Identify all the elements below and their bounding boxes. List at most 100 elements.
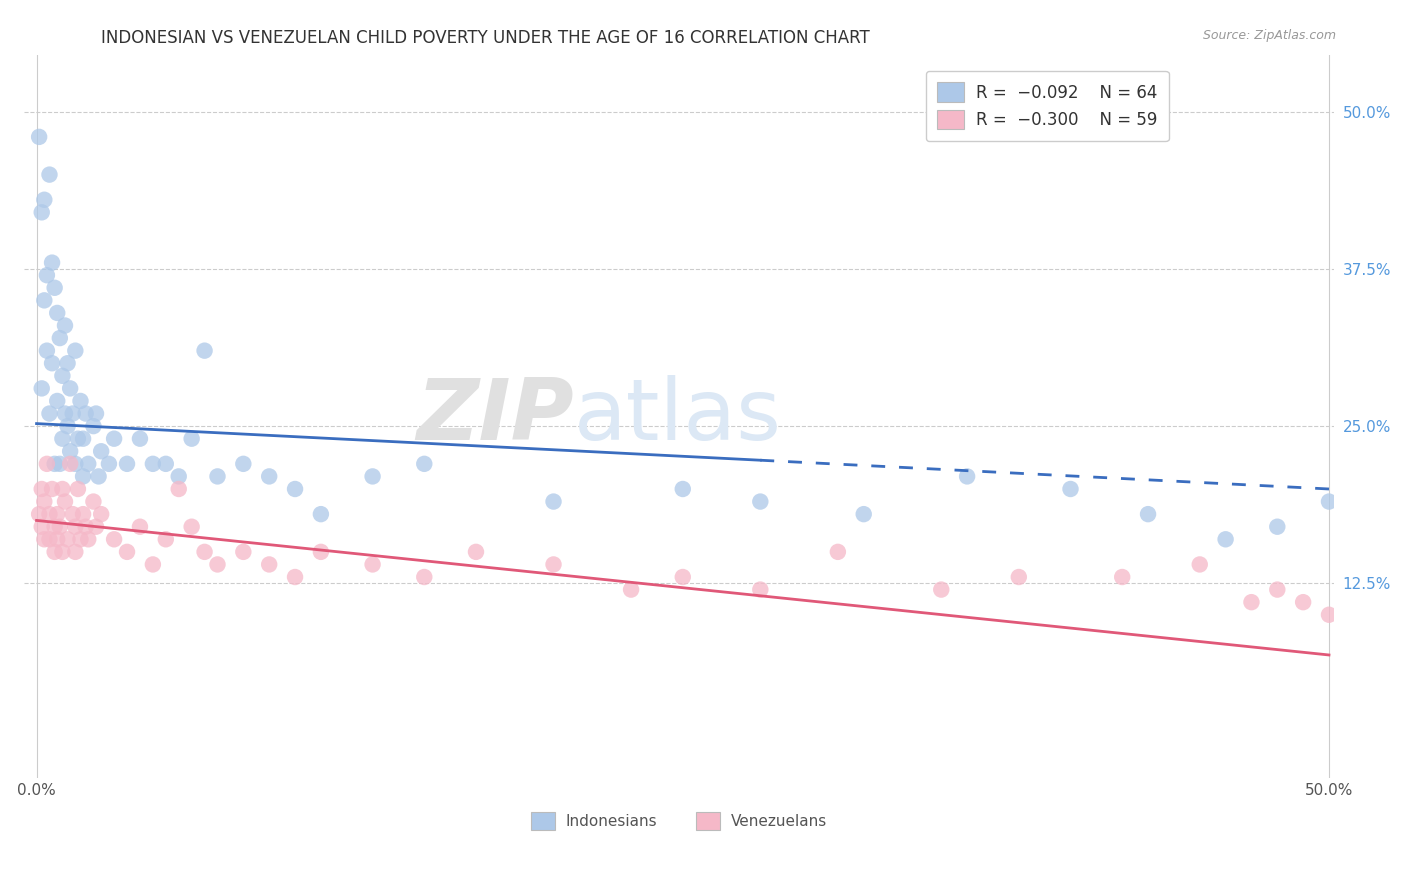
Point (51, 482, 73, 496)
Point (66, 482, 89, 496)
Point (167, 469, 190, 483)
Point (956, 469, 979, 483)
Point (41, 482, 63, 496)
Point (49, 331, 72, 345)
Point (87, 469, 110, 483)
Point (361, 469, 384, 483)
Point (142, 558, 165, 572)
Point (72, 432, 94, 446)
Point (62, 407, 84, 421)
Point (193, 545, 215, 559)
Point (543, 494, 565, 508)
Point (49, 519, 72, 533)
Point (53, 318, 76, 333)
Point (34, 494, 56, 508)
Point (44, 281, 66, 295)
Point (284, 482, 307, 496)
Point (72, 469, 94, 483)
Point (44, 519, 66, 533)
Point (41, 255, 63, 269)
Point (31, 519, 53, 533)
Point (672, 570, 695, 584)
Point (59, 457, 82, 471)
Point (44, 457, 66, 471)
Point (309, 545, 332, 559)
Point (1265, 519, 1288, 533)
Point (65, 519, 87, 533)
Point (1008, 570, 1031, 584)
Point (62, 507, 84, 521)
Point (155, 533, 177, 547)
Point (56, 533, 79, 547)
Point (59, 444, 82, 458)
Point (38, 507, 60, 521)
Point (46, 533, 69, 547)
Point (284, 570, 307, 584)
Point (1292, 595, 1315, 609)
Point (232, 545, 254, 559)
Point (1188, 558, 1211, 572)
Point (34, 293, 56, 308)
Point (34, 533, 56, 547)
Point (38, 533, 60, 547)
Point (66, 432, 89, 446)
Point (672, 482, 695, 496)
Point (1215, 533, 1237, 547)
Point (35, 343, 58, 358)
Point (84, 407, 107, 421)
Point (38, 407, 60, 421)
Point (46, 306, 69, 320)
Point (51, 545, 73, 559)
Point (28, 129, 51, 144)
Point (142, 457, 165, 471)
Point (69, 533, 91, 547)
Point (257, 469, 280, 483)
Point (77, 457, 100, 471)
Point (82, 419, 104, 434)
Point (31, 205, 53, 219)
Point (1240, 595, 1263, 609)
Point (35, 457, 58, 471)
Point (59, 381, 82, 395)
Text: INDONESIAN VS VENEZUELAN CHILD POVERTY UNDER THE AGE OF 16 CORRELATION CHART: INDONESIAN VS VENEZUELAN CHILD POVERTY U… (101, 29, 870, 47)
Point (852, 507, 875, 521)
Point (53, 494, 76, 508)
Point (749, 494, 772, 508)
Point (129, 432, 152, 446)
Text: atlas: atlas (574, 376, 782, 458)
Point (1111, 570, 1133, 584)
Point (49, 457, 72, 471)
Point (31, 381, 53, 395)
Point (413, 570, 436, 584)
Point (53, 407, 76, 421)
Point (180, 519, 202, 533)
Point (232, 457, 254, 471)
Point (155, 457, 177, 471)
Point (35, 268, 58, 283)
Point (115, 545, 138, 559)
Point (56, 419, 79, 434)
Point (1317, 494, 1340, 508)
Point (543, 558, 565, 572)
Point (77, 533, 100, 547)
Point (41, 356, 63, 370)
Point (65, 457, 87, 471)
Point (84, 519, 107, 533)
Point (69, 394, 91, 409)
Point (620, 582, 643, 597)
Point (38, 168, 60, 182)
Point (56, 356, 79, 370)
Point (309, 507, 332, 521)
Point (180, 432, 202, 446)
Point (90, 507, 112, 521)
Point (827, 545, 849, 559)
Point (361, 558, 384, 572)
Point (75, 407, 97, 421)
Point (749, 582, 772, 597)
Point (90, 444, 112, 458)
Point (72, 507, 94, 521)
Point (115, 457, 138, 471)
Point (75, 519, 97, 533)
Point (46, 394, 69, 409)
Point (34, 193, 56, 207)
